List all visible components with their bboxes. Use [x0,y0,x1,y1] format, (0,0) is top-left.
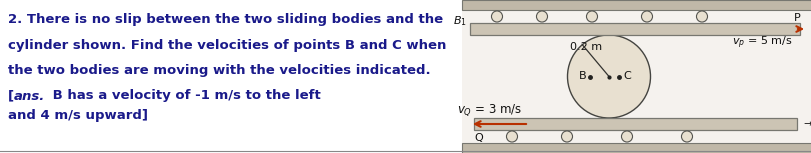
Circle shape [641,11,652,22]
Text: B: B [578,71,586,82]
Text: $B_1$: $B_1$ [453,14,466,28]
Circle shape [536,11,547,22]
Bar [470,23,799,35]
Text: [: [ [8,90,14,103]
Bar [461,143,811,153]
Text: 0.2 m: 0.2 m [569,42,602,52]
Circle shape [560,131,572,142]
Text: C: C [623,71,630,82]
Circle shape [567,35,650,118]
Text: $v_p$ = 5 m/s: $v_p$ = 5 m/s [731,35,792,51]
Text: cylinder shown. Find the velocities of points B and C when: cylinder shown. Find the velocities of p… [8,39,446,52]
Text: and 4 m/s upward]: and 4 m/s upward] [8,110,148,123]
Circle shape [491,11,502,22]
Bar [461,0,811,10]
Text: the two bodies are moving with the velocities indicated.: the two bodies are moving with the veloc… [8,65,430,78]
Circle shape [506,131,517,142]
Text: $v_Q$ = 3 m/s: $v_Q$ = 3 m/s [457,102,521,118]
Bar [474,118,796,130]
Circle shape [680,131,692,142]
Text: Q: Q [474,133,483,143]
Text: ans.: ans. [14,90,45,103]
Bar [461,0,811,153]
Text: 2. There is no slip between the two sliding bodies and the: 2. There is no slip between the two slid… [8,13,443,26]
Text: B has a velocity of -1 m/s to the left: B has a velocity of -1 m/s to the left [48,90,320,103]
Circle shape [586,11,597,22]
Circle shape [620,131,632,142]
Circle shape [696,11,706,22]
Text: $\rightarrow B_2$: $\rightarrow B_2$ [800,117,811,131]
Text: P: P [792,13,800,23]
